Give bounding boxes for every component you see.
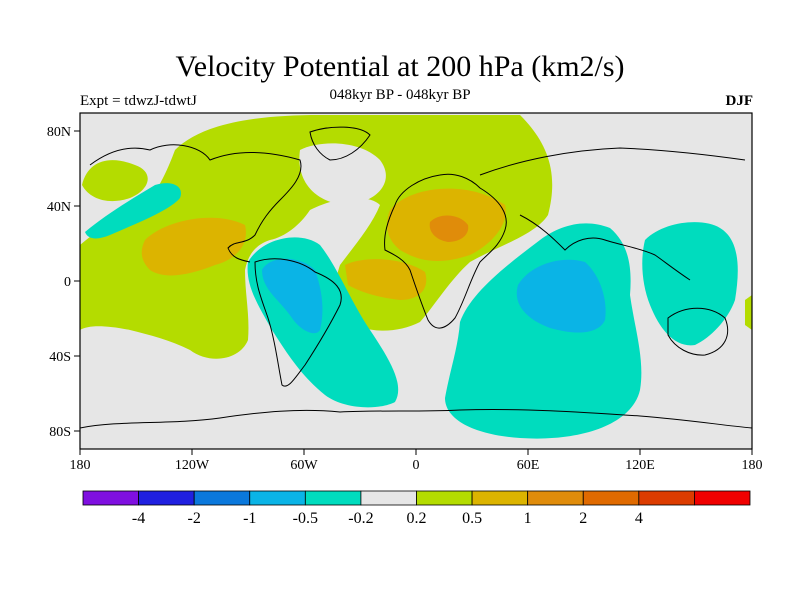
neutral-north-atlantic <box>299 143 386 205</box>
x-tick-label: 60W <box>290 458 318 473</box>
colorbar-swatch <box>193 490 251 506</box>
x-tick-label: 120E <box>625 458 655 473</box>
colorbar-swatch <box>527 490 584 506</box>
colorbar-swatch <box>638 490 695 506</box>
colorbar-label: -2 <box>188 510 201 527</box>
colorbar-swatch <box>471 490 529 506</box>
colorbar: -4 -2 -1 -0.5 -0.2 0.2 0.5 1 2 4 <box>82 490 751 527</box>
colorbar-label: -0.5 <box>293 510 318 527</box>
x-tick-label: 120W <box>175 458 210 473</box>
period-label: 048kyr BP - 048kyr BP <box>329 87 471 103</box>
blue-region-indian-ocean <box>516 259 606 333</box>
contour-field <box>80 113 752 449</box>
orange-region-pacific <box>141 217 246 276</box>
coastlines <box>80 126 752 429</box>
coast-south-america <box>254 258 342 387</box>
colorbar-swatch <box>138 490 195 506</box>
orange-region-atlantic <box>345 259 427 300</box>
x-tick-label: 60E <box>517 458 540 473</box>
x-tick-label: 180 <box>70 458 91 473</box>
experiment-label: Expt = tdwzJ-tdwtJ <box>80 93 197 109</box>
colorbar-swatch <box>82 490 139 506</box>
positive-region-east-edge <box>745 295 752 330</box>
season-label: DJF <box>725 93 754 109</box>
colorbar-label: 4 <box>635 510 643 527</box>
y-tick-label: 40N <box>47 200 71 215</box>
colorbar-swatch <box>249 490 306 506</box>
y-tick-label: 80S <box>49 425 71 440</box>
colorbar-swatch <box>416 490 473 506</box>
positive-region-pacific-north <box>82 160 148 202</box>
colorbar-label: -4 <box>132 510 145 527</box>
axis-ticks <box>74 130 753 455</box>
coast-north-america <box>89 144 302 263</box>
coast-antarctica <box>80 408 752 429</box>
y-tick-label: 0 <box>64 275 71 290</box>
coast-asia <box>479 147 746 281</box>
coast-greenland <box>309 126 371 161</box>
colorbar-swatch <box>304 490 362 506</box>
y-tick-label: 80N <box>47 125 71 140</box>
map-title: Velocity Potential at 200 hPa (km2/s) <box>175 50 625 83</box>
colorbar-label: 2 <box>579 510 587 527</box>
x-tick-label: 180 <box>742 458 763 473</box>
colorbar-swatch <box>360 490 417 506</box>
x-axis-labels: 180 120W 60W 0 60E 120E 180 <box>70 458 763 473</box>
colorbar-label: 1 <box>524 510 532 527</box>
dark-orange-region <box>429 215 469 242</box>
colorbar-label: -1 <box>243 510 256 527</box>
colorbar-swatch <box>694 490 751 506</box>
colorbar-label: -0.2 <box>348 510 373 527</box>
coast-australia <box>667 307 729 356</box>
colorbar-label: 0.5 <box>462 510 482 527</box>
y-axis-labels: 80N 40N 0 40S 80S <box>47 125 71 440</box>
x-tick-label: 0 <box>413 458 420 473</box>
colorbar-swatch <box>582 490 640 506</box>
y-tick-label: 40S <box>49 350 71 365</box>
blue-region-south-america <box>262 258 323 334</box>
coast-europe-africa <box>384 173 507 329</box>
negative-region-northeast-pacific <box>85 183 181 239</box>
negative-region-west-pacific <box>642 222 738 346</box>
colorbar-label: 0.2 <box>407 510 427 527</box>
